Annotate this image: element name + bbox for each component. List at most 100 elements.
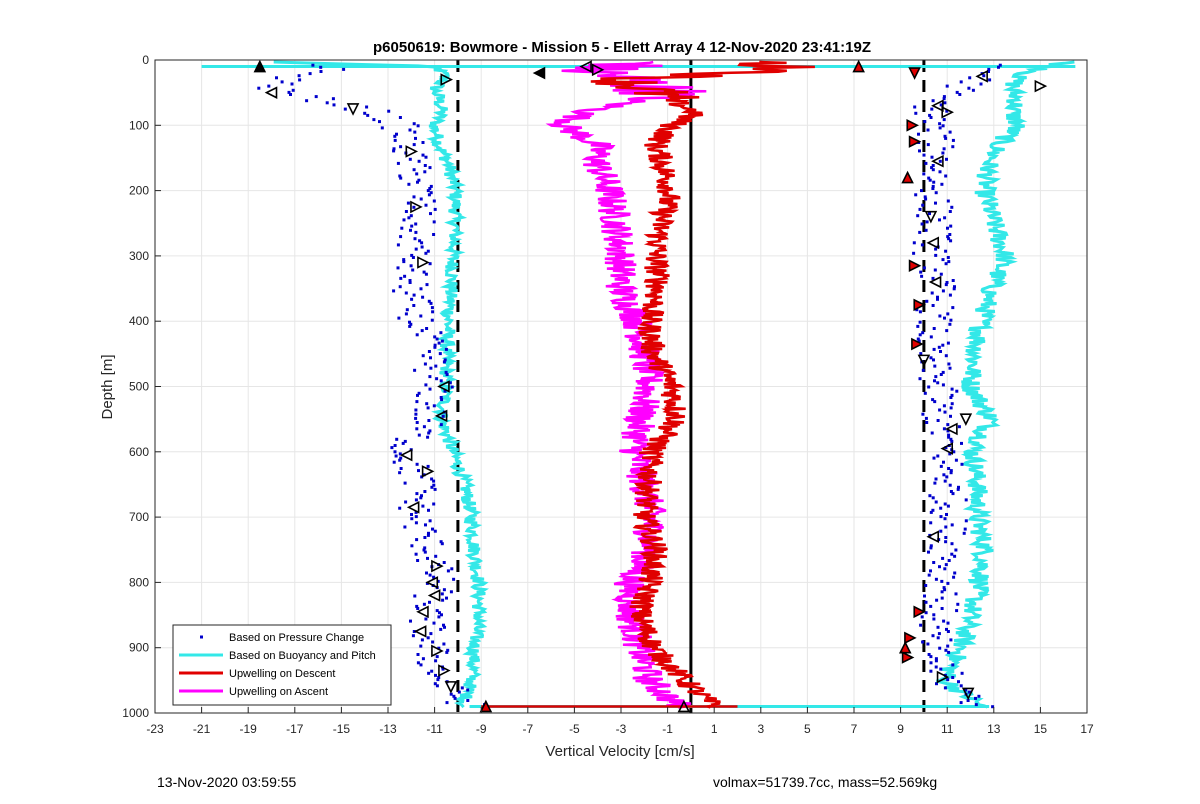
pressure-change-point <box>433 335 437 339</box>
pressure-change-point <box>955 609 959 613</box>
pressure-change-point <box>412 168 416 172</box>
pressure-change-point <box>944 536 948 539</box>
pressure-change-point <box>939 529 943 533</box>
triangle-marker <box>908 135 922 148</box>
pressure-change-point <box>404 312 408 316</box>
pressure-change-point <box>945 513 948 516</box>
pressure-change-point <box>409 322 413 326</box>
pressure-change-point <box>433 207 437 211</box>
triangle-marker <box>940 442 954 455</box>
triangle-marker <box>532 66 546 80</box>
pressure-change-point <box>415 427 419 431</box>
triangle-marker <box>677 699 691 713</box>
pressure-change-point <box>948 233 952 236</box>
pressure-change-point <box>396 266 400 270</box>
pressure-change-point <box>950 542 954 546</box>
pressure-change-point <box>953 571 957 575</box>
pressure-change-point <box>920 189 923 193</box>
pressure-change-point <box>417 469 420 473</box>
pressure-change-point <box>949 469 953 473</box>
pressure-change-point <box>947 650 951 654</box>
pressure-change-point <box>414 136 417 140</box>
pressure-change-point <box>918 310 922 314</box>
triangle-marker <box>908 259 922 272</box>
triangle-markers <box>253 59 1048 713</box>
pressure-change-point <box>930 166 934 170</box>
y-tick-label: 0 <box>142 53 149 67</box>
pressure-change-point <box>415 492 419 496</box>
pressure-change-point <box>938 170 942 174</box>
pressure-change-point <box>421 504 425 508</box>
pressure-change-point <box>398 506 402 510</box>
pressure-change-point <box>311 63 315 67</box>
pressure-change-point <box>920 222 924 226</box>
y-tick-label: 300 <box>129 249 149 263</box>
pressure-change-point <box>440 613 443 617</box>
pressure-change-point <box>934 657 938 661</box>
pressure-change-point <box>436 579 440 583</box>
pressure-change-point <box>944 262 948 266</box>
pressure-change-point <box>922 266 926 270</box>
pressure-change-point <box>912 251 916 255</box>
pressure-change-point <box>921 331 925 335</box>
x-tick-label: -21 <box>193 722 211 736</box>
pressure-change-point <box>938 408 942 412</box>
pressure-change-point <box>940 607 944 610</box>
y-tick-label: 800 <box>129 575 149 589</box>
pressure-change-point <box>428 429 432 433</box>
pressure-change-point <box>417 159 421 163</box>
pressure-change-point <box>419 287 423 291</box>
pressure-change-point <box>943 479 947 483</box>
pressure-change-point <box>928 494 932 498</box>
pressure-change-point <box>424 155 428 159</box>
pressure-change-point <box>934 247 938 251</box>
pressure-change-point <box>924 197 928 201</box>
triangle-marker <box>431 644 444 658</box>
pressure-change-point <box>948 293 952 297</box>
pressure-change-point <box>913 105 917 109</box>
pressure-change-point <box>423 490 427 493</box>
x-tick-label: 11 <box>941 722 954 736</box>
pressure-change-point <box>949 239 953 243</box>
pressure-change-point <box>934 253 938 257</box>
pressure-change-point <box>929 604 933 608</box>
pressure-change-point <box>932 358 935 362</box>
pressure-change-point <box>414 416 418 420</box>
pressure-change-point <box>424 251 428 255</box>
pressure-change-point <box>423 536 427 539</box>
pressure-change-point <box>433 529 437 533</box>
pressure-change-point <box>924 161 928 165</box>
pressure-change-point <box>942 404 946 408</box>
pressure-change-point <box>439 627 443 631</box>
pressure-change-point <box>921 640 925 644</box>
pressure-change-point <box>399 276 403 280</box>
pressure-change-point <box>946 678 950 682</box>
pressure-change-point <box>929 569 932 573</box>
pressure-change-point <box>931 164 935 167</box>
pressure-change-point <box>440 592 444 596</box>
pressure-change-point <box>920 274 924 278</box>
pressure-change-point <box>946 341 950 345</box>
pressure-change-point <box>380 126 384 130</box>
pressure-change-point <box>951 279 955 282</box>
pressure-change-point <box>939 103 943 107</box>
triangle-marker <box>405 145 419 158</box>
pressure-change-point <box>436 678 440 682</box>
x-tick-label: -13 <box>379 722 397 736</box>
pressure-change-point <box>415 604 419 608</box>
pressure-change-point <box>951 492 955 496</box>
triangle-marker <box>399 448 413 462</box>
pressure-change-point <box>917 339 921 343</box>
pressure-change-point <box>429 366 433 370</box>
pressure-change-point <box>930 431 934 435</box>
pressure-change-point <box>423 362 427 366</box>
pressure-change-point <box>957 425 961 429</box>
pressure-change-point <box>289 93 292 96</box>
pressure-change-point <box>945 84 949 88</box>
pressure-change-point <box>424 523 427 527</box>
pressure-change-point <box>415 421 419 424</box>
pressure-change-point <box>319 70 323 73</box>
pressure-change-point <box>945 627 948 631</box>
pressure-change-point <box>421 153 425 157</box>
pressure-change-point <box>916 337 920 341</box>
